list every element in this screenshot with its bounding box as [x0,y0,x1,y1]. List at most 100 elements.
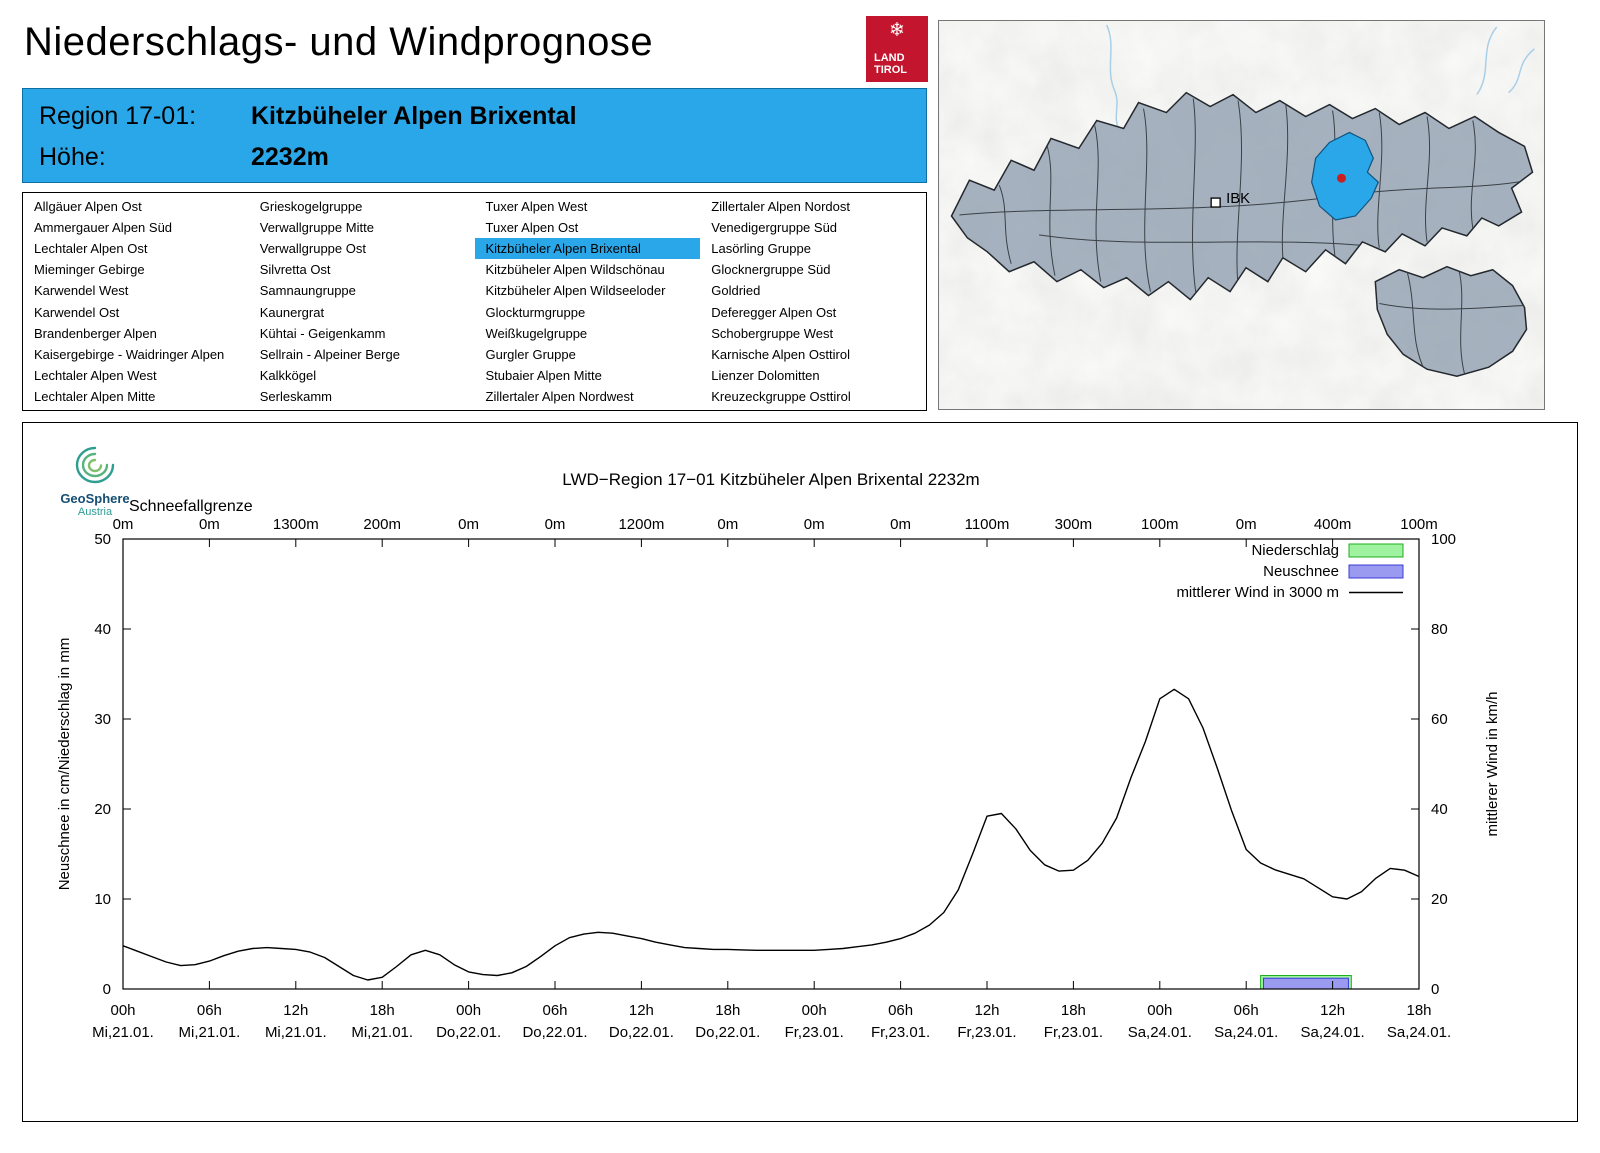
region-item[interactable]: Zillertaler Alpen Nordwest [485,388,634,404]
region-item[interactable]: Gurgler Gruppe [485,346,576,362]
region-item[interactable]: Lasörling Gruppe [711,241,811,257]
region-item[interactable]: Lechtaler Alpen Mitte [34,388,156,404]
x-tick-hour-label: 18h [370,1002,395,1019]
forecast-chart: 00h Mi,21.01. 0m 06h Mi,21.01. 0m 12h Mi,21.01.… [56,470,1501,1041]
legend-swatch-neuschnee [1348,564,1404,579]
region-item[interactable]: Deferegger Alpen Ost [711,304,837,320]
y-right-tick-label: 40 [1431,801,1448,818]
region-item[interactable]: Ammergauer Alpen Süd [34,220,173,236]
region-item[interactable]: Kitzbüheler Alpen Wildschönau [485,262,665,278]
region-item[interactable]: Tuxer Alpen West [485,199,588,215]
region-item[interactable]: Samnaungruppe [259,283,356,299]
schneefallgrenze-value: 0m [458,516,479,533]
x-tick-hour-label: 12h [283,1002,308,1019]
x-tick-hour-label: 00h [1147,1002,1172,1019]
region-item[interactable]: Kalkkögel [259,367,317,383]
x-tick-date-label: Do,22.01. [609,1024,674,1041]
schneefallgrenze-value: 1300m [273,516,319,533]
region-item[interactable]: Glocknergruppe Süd [711,262,831,278]
map-station-dot [1337,173,1346,183]
bar-neuschnee [1262,977,1349,990]
logo-line1: LAND [874,51,905,64]
y-left-tick-label: 40 [94,621,111,638]
y-left-tick-label: 20 [94,801,111,818]
map-region-shape[interactable] [1374,265,1528,377]
map-inner-borders-east [1379,269,1525,376]
x-tick-date-label: Do,22.01. [436,1024,501,1041]
schneefallgrenze-value: 0m [113,516,134,533]
region-item[interactable]: Weißkugelgruppe [485,325,588,341]
region-column: Zillertaler Alpen Nordost Venedigergruppe… [700,196,926,407]
schneefallgrenze-value: 0m [717,516,738,533]
region-item[interactable]: Glockturmgruppe [485,304,586,320]
region-item[interactable]: Silvretta Ost [259,262,331,278]
y-right-tick-label: 0 [1431,981,1439,998]
region-item[interactable]: Kaisergebirge - Waidringer Alpen [34,346,225,362]
x-tick-date-label: Fr,23.01. [1044,1024,1103,1041]
schneefallgrenze-value: 400m [1314,516,1352,533]
x-tick-date-label: Sa,24.01. [1214,1024,1278,1041]
y-right-tick-label: 20 [1431,891,1448,908]
logo-line2: TIROL [874,63,907,76]
region-item[interactable]: Tuxer Alpen Ost [485,220,579,236]
region-item[interactable]: Brandenberger Alpen [34,325,157,341]
region-column: Tuxer Alpen West Tuxer Alpen Ost Kitzbühel… [474,196,701,407]
map-ibk-label: IBK [1226,190,1250,207]
map-regions[interactable] [950,91,1534,377]
geosphere-icon [75,446,115,484]
region-item[interactable]: Mieminger Gebirge [34,262,145,278]
region-item[interactable]: Venedigergruppe Süd [711,220,838,236]
geosphere-sub: Austria [77,506,113,518]
region-item[interactable]: Lienzer Dolomitten [711,367,820,383]
region-item[interactable]: Lechtaler Alpen West [34,367,157,383]
y-right-tick-label: 100 [1431,531,1456,548]
x-tick-date-label: Mi,21.01. [92,1024,154,1041]
x-tick-hour-label: 00h [802,1002,827,1019]
legend-label: mittlerer Wind in 3000 m [1176,584,1339,601]
region-label: Region 17-01: [39,102,197,130]
region-item[interactable]: Goldried [711,283,761,299]
region-item[interactable]: Lechtaler Alpen Ost [34,241,148,257]
region-item[interactable]: Schobergruppe West [711,325,834,341]
region-item[interactable]: Kühtai - Geigenkamm [259,325,386,341]
region-item[interactable]: Sellrain - Alpeiner Berge [259,346,400,362]
y-right-tick-label: 60 [1431,711,1448,728]
region-item[interactable]: Stubaier Alpen Mitte [485,367,602,383]
tirol-map[interactable]: IBK [939,21,1544,409]
region-item-selected[interactable]: Kitzbüheler Alpen Brixental [474,238,701,260]
x-tick-date-label: Mi,21.01. [351,1024,413,1041]
map-ibk-marker [1210,197,1221,208]
chart-panel: GeoSphere Austria 00h Mi,21.01. 0m 06h Mi,21… [22,422,1578,1122]
region-item[interactable]: Kreuzeckgruppe Osttirol [711,388,851,404]
x-tick-date-label: Sa,24.01. [1128,1024,1192,1041]
x-tick-hour-label: 06h [888,1002,913,1019]
x-tick-hour-label: 12h [974,1002,999,1019]
region-value: Kitzbüheler Alpen Brixental [251,102,577,130]
schneefallgrenze-value: 200m [363,516,401,533]
schneefallgrenze-value: 100m [1400,516,1438,533]
x-tick-hour-label: 06h [197,1002,222,1019]
region-item[interactable]: Verwallgruppe Ost [259,241,366,257]
region-item[interactable]: Kaunergrat [259,304,325,320]
region-item[interactable]: Karwendel Ost [34,304,120,320]
region-item[interactable]: Verwallgruppe Mitte [259,220,374,236]
map-inner-borders [959,98,1529,296]
region-item[interactable]: Karnische Alpen Osttirol [711,346,850,362]
x-tick-hour-label: 06h [542,1002,567,1019]
region-item[interactable]: Grieskogelgruppe [259,199,363,215]
x-tick-hour-label: 18h [1406,1002,1431,1019]
region-item[interactable]: Karwendel West [34,283,129,299]
snowflake-icon: ❄ [889,20,905,41]
wind-line [122,688,1420,981]
region-item[interactable]: Kitzbüheler Alpen Wildseeloder [485,283,666,299]
region-item[interactable]: Serleskamm [259,388,332,404]
region-column: Grieskogelgruppe Verwallgruppe Mitte Verwa… [249,196,475,407]
x-tick-hour-label: 18h [1061,1002,1086,1019]
y-left-tick-label: 10 [94,891,111,908]
region-item[interactable]: Allgäuer Alpen Ost [34,199,142,215]
x-tick-date-label: Do,22.01. [695,1024,760,1041]
legend-swatch-niederschlag [1348,543,1404,558]
region-item[interactable]: Zillertaler Alpen Nordost [711,199,850,215]
x-tick-hour-label: 12h [1320,1002,1345,1019]
